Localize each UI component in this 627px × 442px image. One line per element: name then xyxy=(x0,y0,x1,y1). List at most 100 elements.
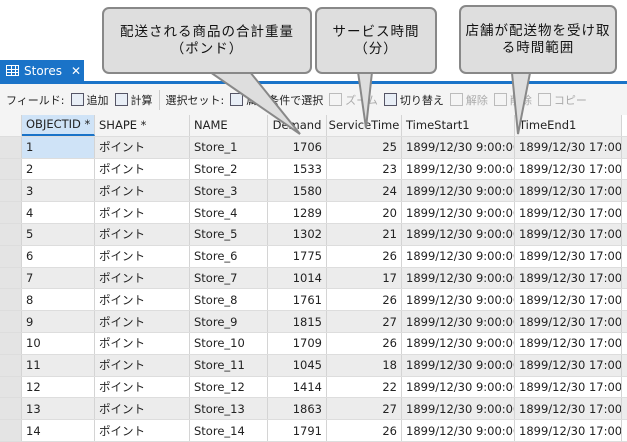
row-header[interactable] xyxy=(0,398,22,420)
cell-timestart1[interactable]: 1899/12/30 9:00:00 xyxy=(402,245,515,267)
table-row[interactable]: 12 ポイント Store_12 1414 22 1899/12/30 9:00:00 18… xyxy=(0,376,627,399)
cell-servicetime[interactable]: 26 xyxy=(327,245,402,267)
cell-name[interactable]: Store_4 xyxy=(190,202,268,223)
cell-timestart1[interactable]: 1899/12/30 9:00:00 xyxy=(402,223,515,245)
row-header[interactable] xyxy=(0,223,22,245)
cell-name[interactable]: Store_2 xyxy=(190,158,268,180)
row-header[interactable] xyxy=(0,180,22,202)
table-row[interactable]: 13 ポイント Store_13 1863 27 1899/12/30 9:00:00 18… xyxy=(0,398,627,421)
cell-shape[interactable]: ポイント xyxy=(95,332,190,354)
cell-objectid[interactable]: 2 xyxy=(22,158,95,180)
cell-timeend1[interactable]: 1899/12/30 17:00:00 xyxy=(515,202,622,223)
cell-name[interactable]: Store_7 xyxy=(190,267,268,289)
cell-name[interactable]: Store_14 xyxy=(190,420,268,441)
cell-objectid[interactable]: 4 xyxy=(22,202,95,223)
cell-timestart1[interactable]: 1899/12/30 9:00:00 xyxy=(402,289,515,311)
table-row[interactable]: 4 ポイント Store_4 1289 20 1899/12/30 9:00:00 1899… xyxy=(0,202,627,224)
cell-shape[interactable]: ポイント xyxy=(95,311,190,332)
cell-demand[interactable]: 1045 xyxy=(268,354,327,376)
cell-shape[interactable]: ポイント xyxy=(95,398,190,420)
cell-objectid[interactable]: 12 xyxy=(22,376,95,398)
cell-demand[interactable]: 1289 xyxy=(268,202,327,223)
cell-shape[interactable]: ポイント xyxy=(95,202,190,223)
cell-timeend1[interactable]: 1899/12/30 17:00:00 xyxy=(515,136,622,158)
row-header[interactable] xyxy=(0,267,22,289)
cell-name[interactable]: Store_10 xyxy=(190,332,268,354)
tab-stores[interactable]: Stores ✕ xyxy=(0,60,84,81)
select-by-attributes-button[interactable]: 属性条件で選択 xyxy=(230,92,323,108)
column-header-objectid[interactable]: OBJECTID * xyxy=(22,115,95,136)
cell-demand[interactable]: 1706 xyxy=(268,136,327,158)
switch-button[interactable]: 切り替え xyxy=(383,92,444,108)
row-header[interactable] xyxy=(0,376,22,398)
cell-objectid[interactable]: 6 xyxy=(22,245,95,267)
cell-timestart1[interactable]: 1899/12/30 9:00:00 xyxy=(402,354,515,376)
column-header-servicetime[interactable]: ServiceTime xyxy=(327,115,402,136)
row-header[interactable] xyxy=(0,289,22,311)
table-row[interactable]: 14 ポイント Store_14 1791 26 1899/12/30 9:00:00 18… xyxy=(0,420,627,442)
cell-timeend1[interactable]: 1899/12/30 17:00:00 xyxy=(515,376,622,398)
cell-timeend1[interactable]: 1899/12/30 17:00:00 xyxy=(515,223,622,245)
cell-objectid[interactable]: 8 xyxy=(22,289,95,311)
cell-timeend1[interactable]: 1899/12/30 17:00:00 xyxy=(515,267,622,289)
cell-name[interactable]: Store_13 xyxy=(190,398,268,420)
column-header-shape[interactable]: SHAPE * xyxy=(95,115,190,136)
cell-shape[interactable]: ポイント xyxy=(95,245,190,267)
cell-servicetime[interactable]: 27 xyxy=(327,311,402,332)
cell-name[interactable]: Store_12 xyxy=(190,376,268,398)
cell-name[interactable]: Store_5 xyxy=(190,223,268,245)
cell-servicetime[interactable]: 21 xyxy=(327,223,402,245)
cell-shape[interactable]: ポイント xyxy=(95,267,190,289)
cell-timeend1[interactable]: 1899/12/30 17:00:00 xyxy=(515,180,622,202)
cell-shape[interactable]: ポイント xyxy=(95,158,190,180)
table-row[interactable]: 5 ポイント Store_5 1302 21 1899/12/30 9:00:00 1899… xyxy=(0,223,627,246)
cell-demand[interactable]: 1014 xyxy=(268,267,327,289)
row-header[interactable] xyxy=(0,245,22,267)
cell-objectid[interactable]: 13 xyxy=(22,398,95,420)
cell-timeend1[interactable]: 1899/12/30 17:00:00 xyxy=(515,420,622,441)
cell-objectid[interactable]: 7 xyxy=(22,267,95,289)
clear-button[interactable]: 解除 xyxy=(449,92,488,108)
cell-demand[interactable]: 1302 xyxy=(268,223,327,245)
row-header[interactable] xyxy=(0,202,22,223)
column-header-timestart1[interactable]: TimeStart1 xyxy=(402,115,515,136)
cell-objectid[interactable]: 5 xyxy=(22,223,95,245)
cell-timeend1[interactable]: 1899/12/30 17:00:00 xyxy=(515,158,622,180)
cell-servicetime[interactable]: 26 xyxy=(327,289,402,311)
cell-timestart1[interactable]: 1899/12/30 9:00:00 xyxy=(402,158,515,180)
table-row[interactable]: 6 ポイント Store_6 1775 26 1899/12/30 9:00:00 1899… xyxy=(0,245,627,268)
row-header[interactable] xyxy=(0,136,22,158)
column-header-timeend1[interactable]: TimeEnd1 xyxy=(515,115,622,136)
delete-button[interactable]: 削除 xyxy=(493,92,532,108)
cell-objectid[interactable]: 10 xyxy=(22,332,95,354)
row-header[interactable] xyxy=(0,311,22,332)
cell-servicetime[interactable]: 22 xyxy=(327,376,402,398)
cell-timeend1[interactable]: 1899/12/30 17:00:00 xyxy=(515,354,622,376)
close-icon[interactable]: ✕ xyxy=(70,63,82,78)
cell-name[interactable]: Store_6 xyxy=(190,245,268,267)
cell-timestart1[interactable]: 1899/12/30 9:00:00 xyxy=(402,180,515,202)
zoom-button[interactable]: ズーム xyxy=(329,92,378,108)
row-header[interactable] xyxy=(0,332,22,354)
cell-timestart1[interactable]: 1899/12/30 9:00:00 xyxy=(402,398,515,420)
cell-timestart1[interactable]: 1899/12/30 9:00:00 xyxy=(402,202,515,223)
row-header[interactable] xyxy=(0,158,22,180)
cell-name[interactable]: Store_11 xyxy=(190,354,268,376)
cell-timeend1[interactable]: 1899/12/30 17:00:00 xyxy=(515,332,622,354)
cell-servicetime[interactable]: 18 xyxy=(327,354,402,376)
copy-button[interactable]: コピー xyxy=(537,92,587,108)
cell-demand[interactable]: 1791 xyxy=(268,420,327,441)
cell-servicetime[interactable]: 17 xyxy=(327,267,402,289)
cell-servicetime[interactable]: 25 xyxy=(327,136,402,158)
table-row[interactable]: 9 ポイント Store_9 1815 27 1899/12/30 9:00:00 1899… xyxy=(0,311,627,333)
table-row[interactable]: 7 ポイント Store_7 1014 17 1899/12/30 9:00:00 1899… xyxy=(0,267,627,290)
cell-shape[interactable]: ポイント xyxy=(95,420,190,441)
cell-demand[interactable]: 1414 xyxy=(268,376,327,398)
cell-timestart1[interactable]: 1899/12/30 9:00:00 xyxy=(402,136,515,158)
table-row[interactable]: 1 ポイント Store_1 1706 25 1899/12/30 9:00:00 1899… xyxy=(0,136,627,159)
cell-shape[interactable]: ポイント xyxy=(95,354,190,376)
table-row[interactable]: 8 ポイント Store_8 1761 26 1899/12/30 9:00:00 1899… xyxy=(0,289,627,312)
cell-shape[interactable]: ポイント xyxy=(95,289,190,311)
table-row[interactable]: 3 ポイント Store_3 1580 24 1899/12/30 9:00:00 1899… xyxy=(0,180,627,203)
cell-demand[interactable]: 1709 xyxy=(268,332,327,354)
